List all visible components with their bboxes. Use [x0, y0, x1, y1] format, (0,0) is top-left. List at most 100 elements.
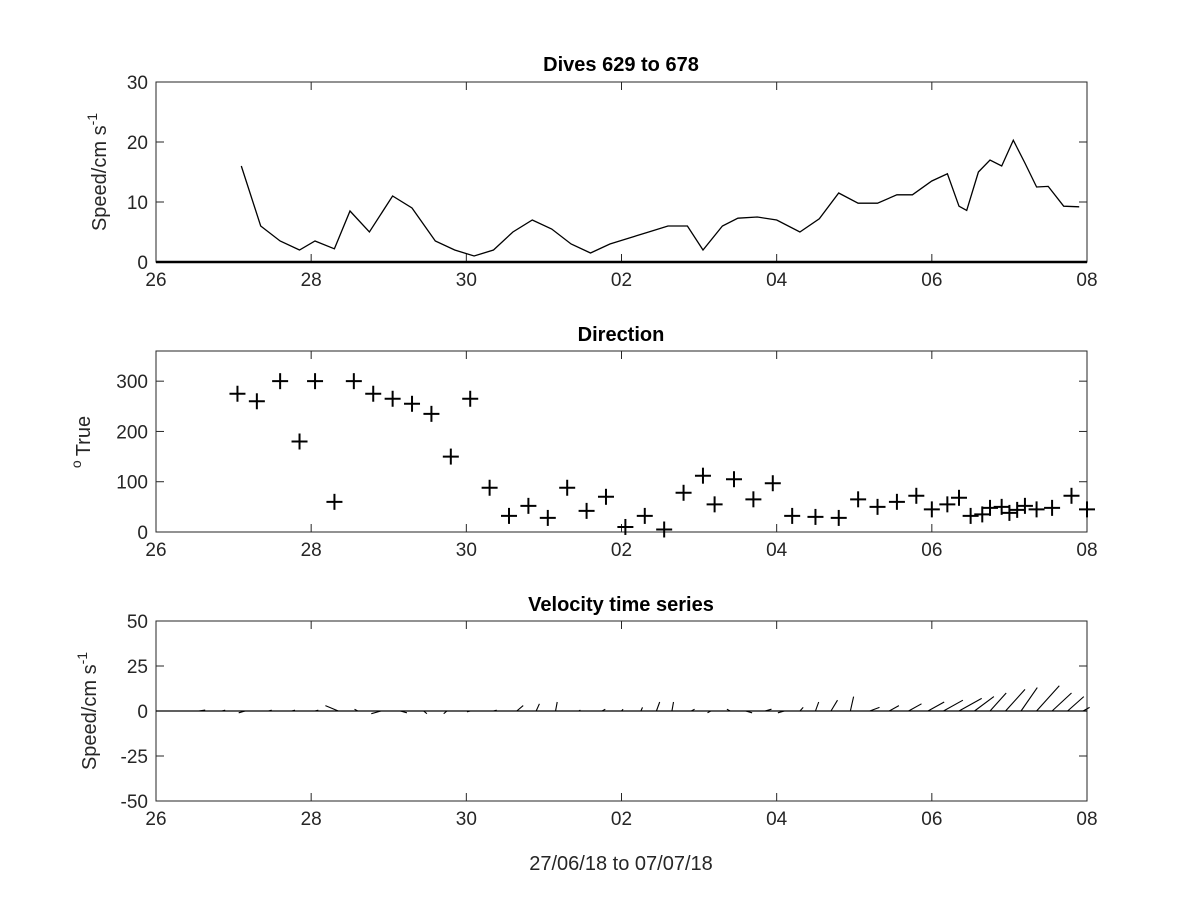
- direction-point: [1016, 497, 1033, 514]
- direction-point: [272, 373, 289, 390]
- speed-series: [156, 138, 1087, 264]
- y-tick-label: 0: [137, 702, 148, 723]
- direction-point: [850, 491, 867, 508]
- speed-line: [240, 138, 1080, 257]
- x-tick-label: 28: [301, 540, 322, 561]
- velocity-stick: [443, 710, 448, 715]
- velocity-stick: [707, 710, 711, 714]
- direction-point: [481, 479, 498, 496]
- velocity-stick: [799, 707, 804, 712]
- velocity-stick: [555, 701, 558, 712]
- direction-point: [229, 385, 246, 402]
- x-tick-label: 02: [611, 809, 632, 830]
- direction-point: [974, 506, 991, 523]
- direction-point: [784, 507, 801, 524]
- velocity-stick: [291, 709, 296, 712]
- x-tick-label: 28: [301, 809, 322, 830]
- velocity-stick: [640, 707, 644, 712]
- velocity-stick: [655, 701, 661, 712]
- velocity-stick: [621, 708, 624, 712]
- velocity-stick: [354, 708, 358, 712]
- velocity-stick: [371, 710, 382, 715]
- velocity-x-axis-label: 27/06/18 to 07/07/18: [529, 853, 713, 875]
- x-tick-label: 30: [456, 809, 477, 830]
- direction-point: [636, 507, 653, 524]
- direction-point: [384, 390, 401, 407]
- direction-point: [578, 502, 595, 519]
- velocity-panel-title: Velocity time series: [528, 594, 714, 616]
- direction-panel: Direction 26 28 30 02 04 06 08 0 100 200 300 oTrue: [68, 324, 1098, 561]
- x-tick-label: 02: [611, 540, 632, 561]
- velocity-stick: [764, 708, 772, 712]
- velocity-stick: [671, 701, 675, 712]
- direction-point: [950, 489, 967, 506]
- velocity-stick: [516, 705, 524, 712]
- x-tick-label: 04: [766, 809, 788, 830]
- direction-point: [706, 496, 723, 513]
- x-tick-label: 04: [766, 270, 788, 291]
- y-tick-label: 200: [116, 422, 148, 443]
- direction-panel-title: Direction: [578, 324, 665, 346]
- direction-point: [888, 493, 905, 510]
- x-tick-label: 26: [145, 540, 166, 561]
- velocity-stick: [198, 709, 206, 712]
- velocity-stick: [466, 710, 471, 713]
- y-tick-label: 0: [137, 523, 148, 544]
- y-tick-label: 25: [127, 657, 148, 678]
- velocity-stick: [578, 709, 581, 712]
- x-tick-label: 04: [766, 540, 788, 561]
- direction-point: [1001, 504, 1018, 521]
- velocity-stick: [745, 710, 753, 714]
- direction-point: [939, 496, 956, 513]
- y-tick-label: 300: [116, 372, 148, 393]
- direction-point: [908, 487, 925, 504]
- direction-point: [745, 491, 762, 508]
- direction-point: [1079, 501, 1095, 518]
- direction-point: [248, 393, 265, 410]
- velocity-stick: [1051, 692, 1072, 712]
- velocity-stick: [1067, 696, 1085, 712]
- velocity-stick: [974, 696, 995, 712]
- x-tick-label: 02: [611, 270, 632, 291]
- y-tick-label: 30: [127, 73, 148, 94]
- direction-point: [617, 518, 634, 535]
- x-tick-label: 06: [921, 809, 942, 830]
- speed-panel: Dives 629 to 678 26 28 30 02 04 06 08 0 10 20 30 S…: [84, 54, 1098, 291]
- velocity-stick: [777, 710, 785, 714]
- x-tick-label: 06: [921, 270, 942, 291]
- direction-point: [830, 509, 847, 526]
- y-tick-label: 0: [137, 253, 148, 274]
- velocity-stick: [238, 710, 246, 714]
- direction-point: [597, 488, 614, 505]
- velocity-stick: [927, 701, 945, 712]
- y-tick-label: 20: [127, 133, 148, 154]
- velocity-stick: [908, 703, 922, 712]
- direction-point: [1044, 499, 1061, 516]
- y-tick-label: 10: [127, 193, 148, 214]
- velocity-stick: [1082, 706, 1090, 712]
- x-tick-label: 30: [456, 540, 477, 561]
- velocity-stick: [869, 706, 880, 712]
- velocity-panel: Velocity time series 26 28 30 02 04 06 08 -50 -2…: [74, 594, 1098, 875]
- velocity-series: [156, 685, 1090, 715]
- velocity-stick: [830, 699, 838, 712]
- direction-point: [1063, 487, 1080, 504]
- velocity-y-axis-label: Speed/cm s-1: [74, 652, 101, 770]
- direction-point: [656, 521, 673, 538]
- x-tick-label: 08: [1076, 809, 1097, 830]
- y-tick-label: 50: [127, 612, 148, 633]
- velocity-stick: [726, 708, 731, 712]
- velocity-stick: [888, 705, 900, 712]
- direction-ticks: 26 28 30 02 04 06 08 0 100 200 300: [116, 351, 1098, 561]
- velocity-stick: [423, 710, 428, 715]
- velocity-stick: [814, 701, 820, 712]
- velocity-stick: [1005, 689, 1026, 712]
- direction-y-axis-label: oTrue: [68, 416, 95, 468]
- direction-point: [539, 509, 556, 526]
- velocity-stick: [221, 709, 226, 712]
- velocity-stick: [691, 708, 695, 712]
- velocity-stick: [943, 699, 964, 712]
- speed-panel-title: Dives 629 to 678: [543, 54, 699, 76]
- velocity-stick: [325, 705, 339, 712]
